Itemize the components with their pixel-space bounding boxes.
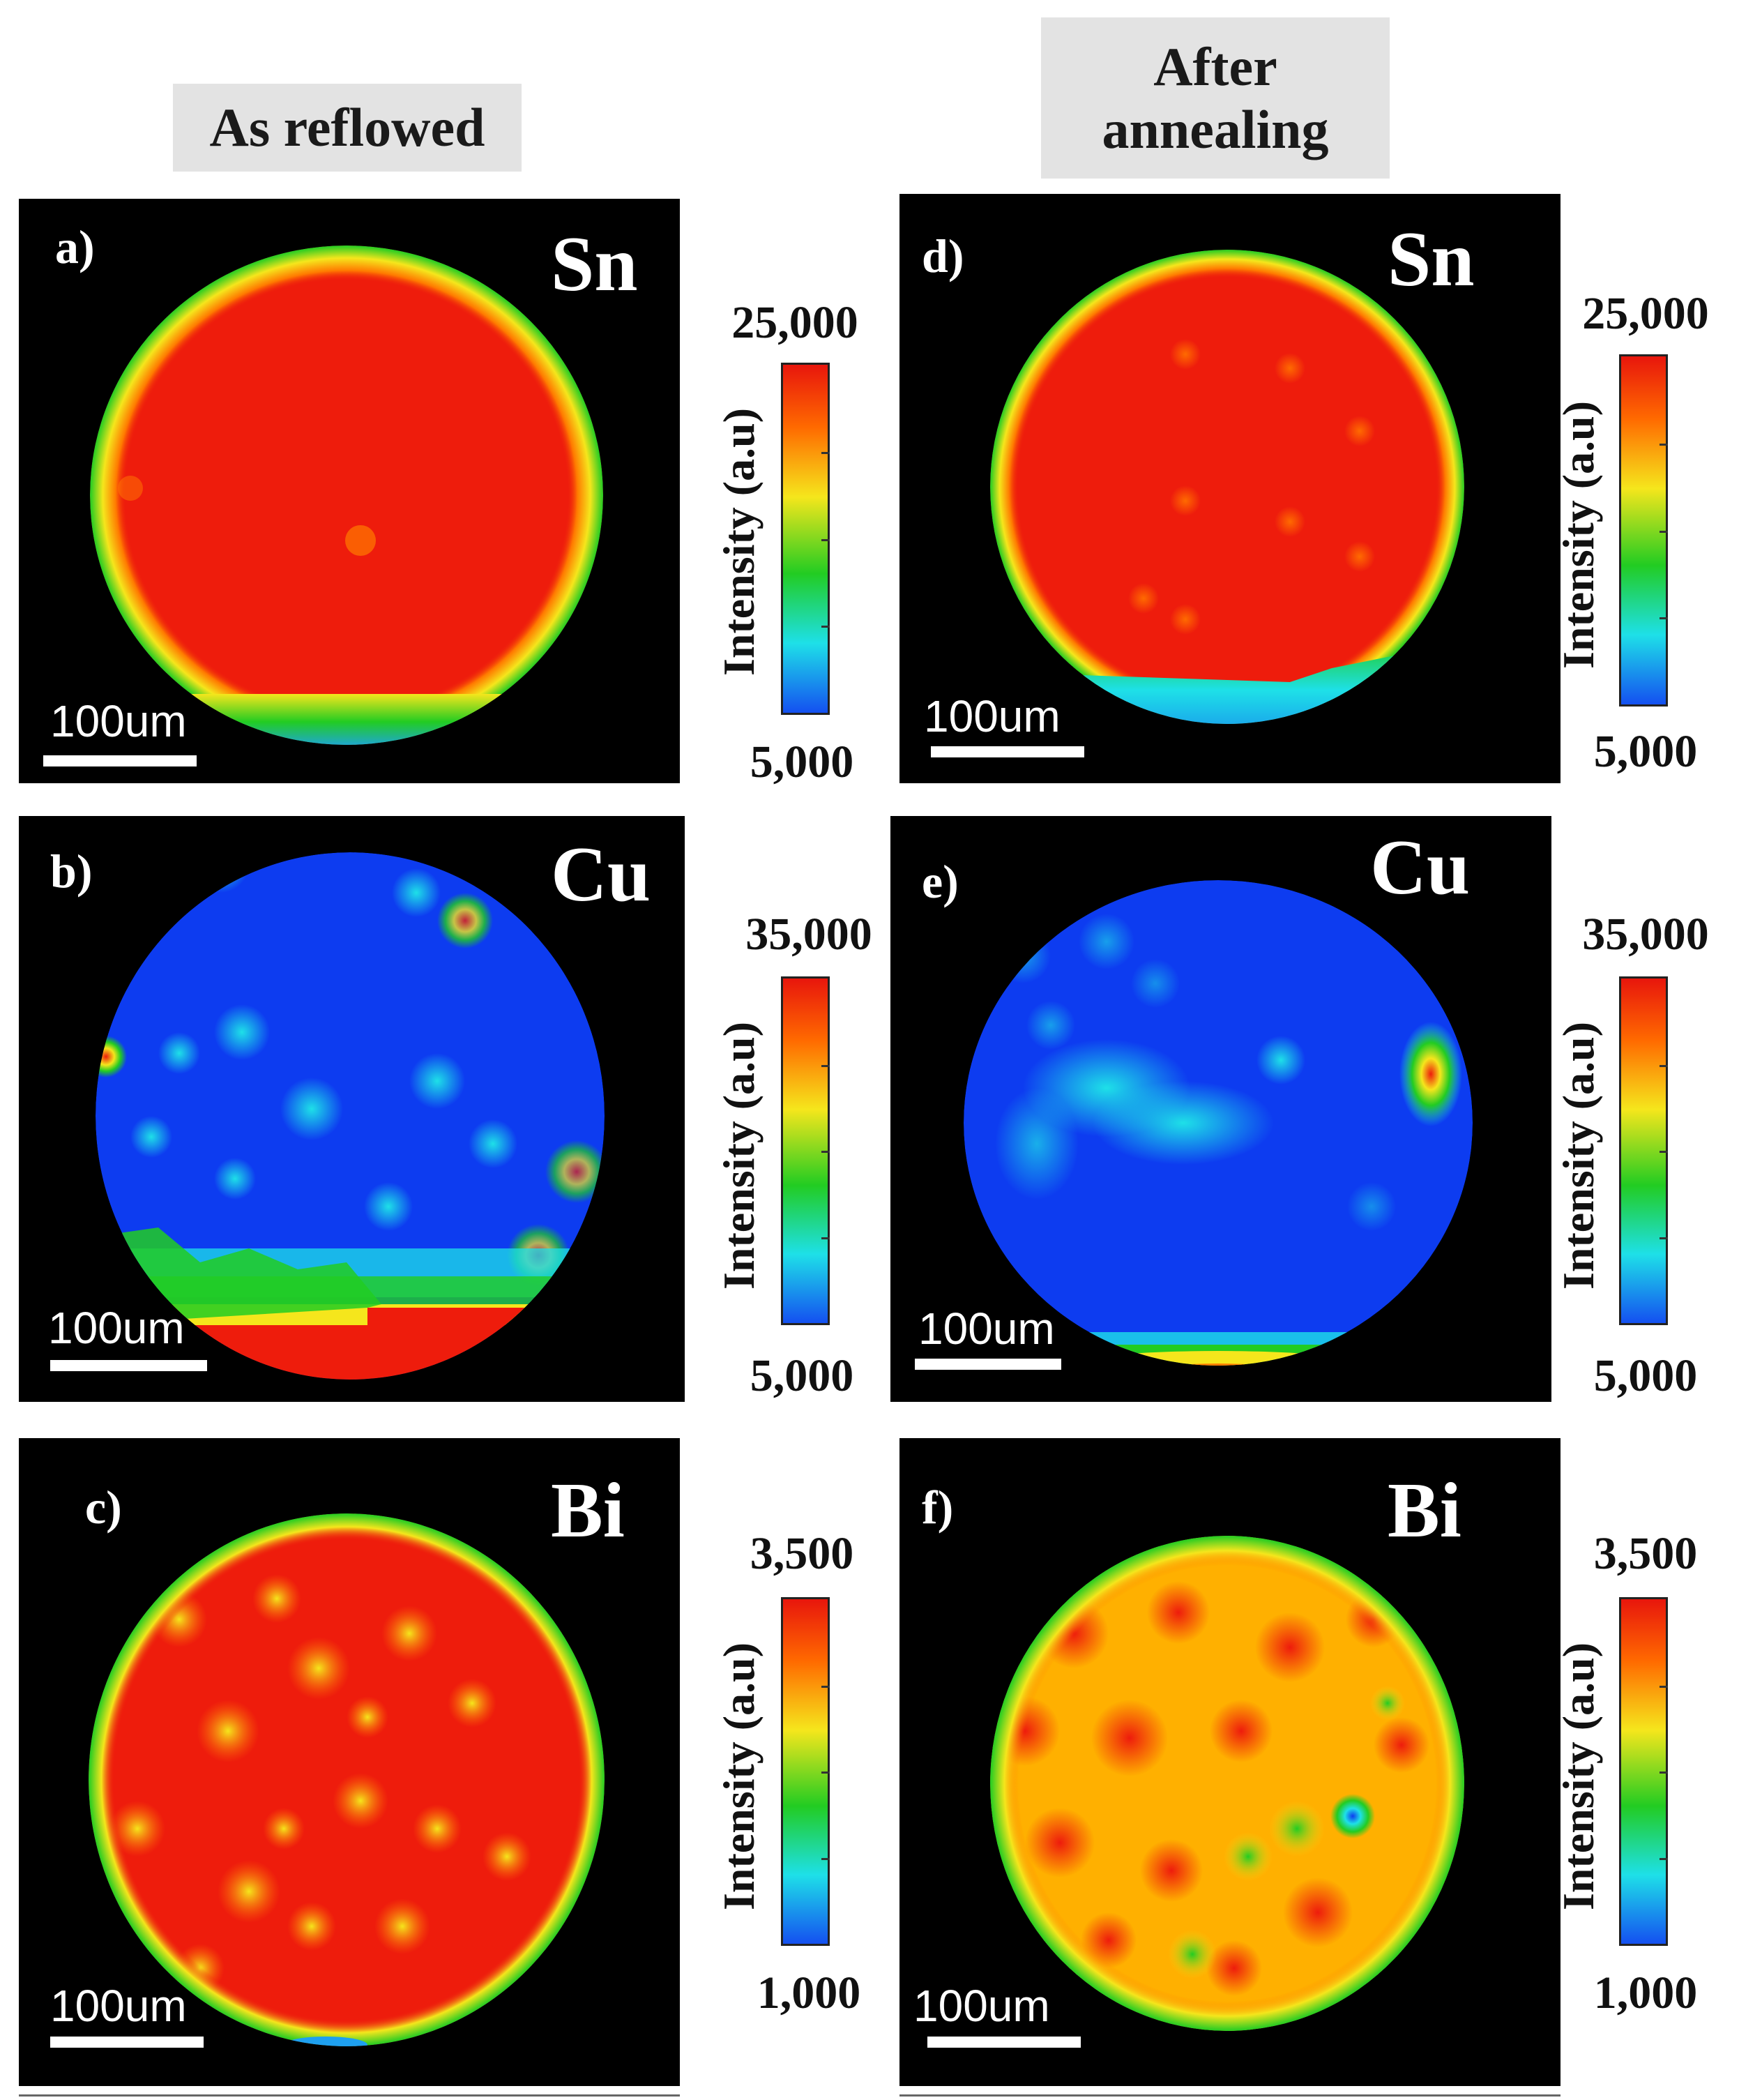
scalebar-c — [50, 2037, 204, 2048]
cbar-title-f: Intensity (a.u) — [1554, 1642, 1603, 1911]
cu-map-reflowed — [96, 852, 605, 1380]
scalebar-b — [50, 1360, 207, 1371]
scalebar-f — [927, 2037, 1081, 2048]
bottom-axis-left — [19, 2094, 680, 2097]
panel-label-b: b) — [50, 845, 93, 898]
map-panel-c-bi: c) Bi 100um — [19, 1438, 680, 2086]
colorbar-c — [781, 1597, 830, 1946]
header-after-annealing: After annealing — [1041, 17, 1390, 179]
map-panel-d-sn: d) Sn 100um — [899, 194, 1560, 783]
scalebar-text-b: 100um — [48, 1303, 185, 1353]
bi-map-reflowed — [89, 1513, 605, 2046]
cbar-max-a: 25,000 — [731, 297, 858, 348]
cbar-max-b: 35,000 — [745, 909, 872, 960]
cu-map-annealed — [964, 880, 1473, 1366]
cbar-min-a: 5,000 — [750, 736, 854, 787]
scalebar-text-a: 100um — [50, 696, 187, 746]
cbar-min-b: 5,000 — [750, 1350, 854, 1401]
element-label-bi-c: Bi — [551, 1467, 625, 1554]
cbar-max-f: 3,500 — [1593, 1528, 1698, 1579]
panel-label-e: e) — [922, 855, 959, 908]
sn-map-reflowed — [90, 245, 603, 745]
element-label-bi-f: Bi — [1388, 1467, 1461, 1554]
scalebar-d — [931, 746, 1084, 757]
scalebar-a — [43, 755, 197, 766]
panel-label-f: f) — [922, 1481, 954, 1534]
element-label-sn-d: Sn — [1388, 216, 1475, 303]
cbar-title-a: Intensity (a.u) — [714, 407, 764, 677]
cbar-title-b: Intensity (a.u) — [714, 1021, 764, 1290]
cbar-title-d: Intensity (a.u) — [1554, 400, 1603, 670]
cbar-max-e: 35,000 — [1582, 909, 1709, 960]
cbar-max-d: 25,000 — [1582, 288, 1709, 339]
element-label-sn-a: Sn — [551, 221, 638, 308]
scalebar-text-f: 100um — [913, 1981, 1050, 2031]
scalebar-text-d: 100um — [924, 691, 1061, 741]
sn-map-annealed — [990, 250, 1464, 724]
panel-label-a: a) — [55, 220, 95, 273]
cbar-min-d: 5,000 — [1593, 726, 1698, 777]
bottom-axis-right — [899, 2094, 1560, 2097]
scalebar-text-e: 100um — [918, 1304, 1055, 1354]
map-panel-e-cu: e) Cu 100um — [890, 816, 1551, 1402]
colorbar-e — [1619, 976, 1668, 1325]
map-panel-f-bi: f) Bi 100um — [899, 1438, 1560, 2086]
colorbar-d — [1619, 354, 1668, 707]
header-as-reflowed: As reflowed — [173, 84, 522, 172]
element-label-cu-e: Cu — [1370, 824, 1471, 911]
cbar-max-c: 3,500 — [750, 1528, 854, 1579]
cbar-min-c: 1,000 — [757, 1967, 861, 2018]
scalebar-text-c: 100um — [50, 1981, 187, 2031]
colorbar-b — [781, 976, 830, 1325]
cbar-title-c: Intensity (a.u) — [714, 1642, 764, 1911]
bi-map-annealed — [990, 1536, 1464, 2031]
colorbar-a — [781, 363, 830, 715]
element-label-cu-b: Cu — [551, 831, 651, 918]
map-panel-b-cu: b) Cu 100um — [19, 816, 685, 1402]
cbar-title-e: Intensity (a.u) — [1554, 1021, 1603, 1290]
colorbar-f — [1619, 1597, 1668, 1946]
panel-label-c: c) — [85, 1481, 122, 1534]
panel-label-d: d) — [922, 229, 964, 282]
scalebar-e — [915, 1359, 1061, 1370]
cbar-min-f: 1,000 — [1593, 1967, 1698, 2018]
map-panel-a-sn: a) Sn 100um — [19, 199, 680, 783]
cbar-min-e: 5,000 — [1593, 1350, 1698, 1401]
